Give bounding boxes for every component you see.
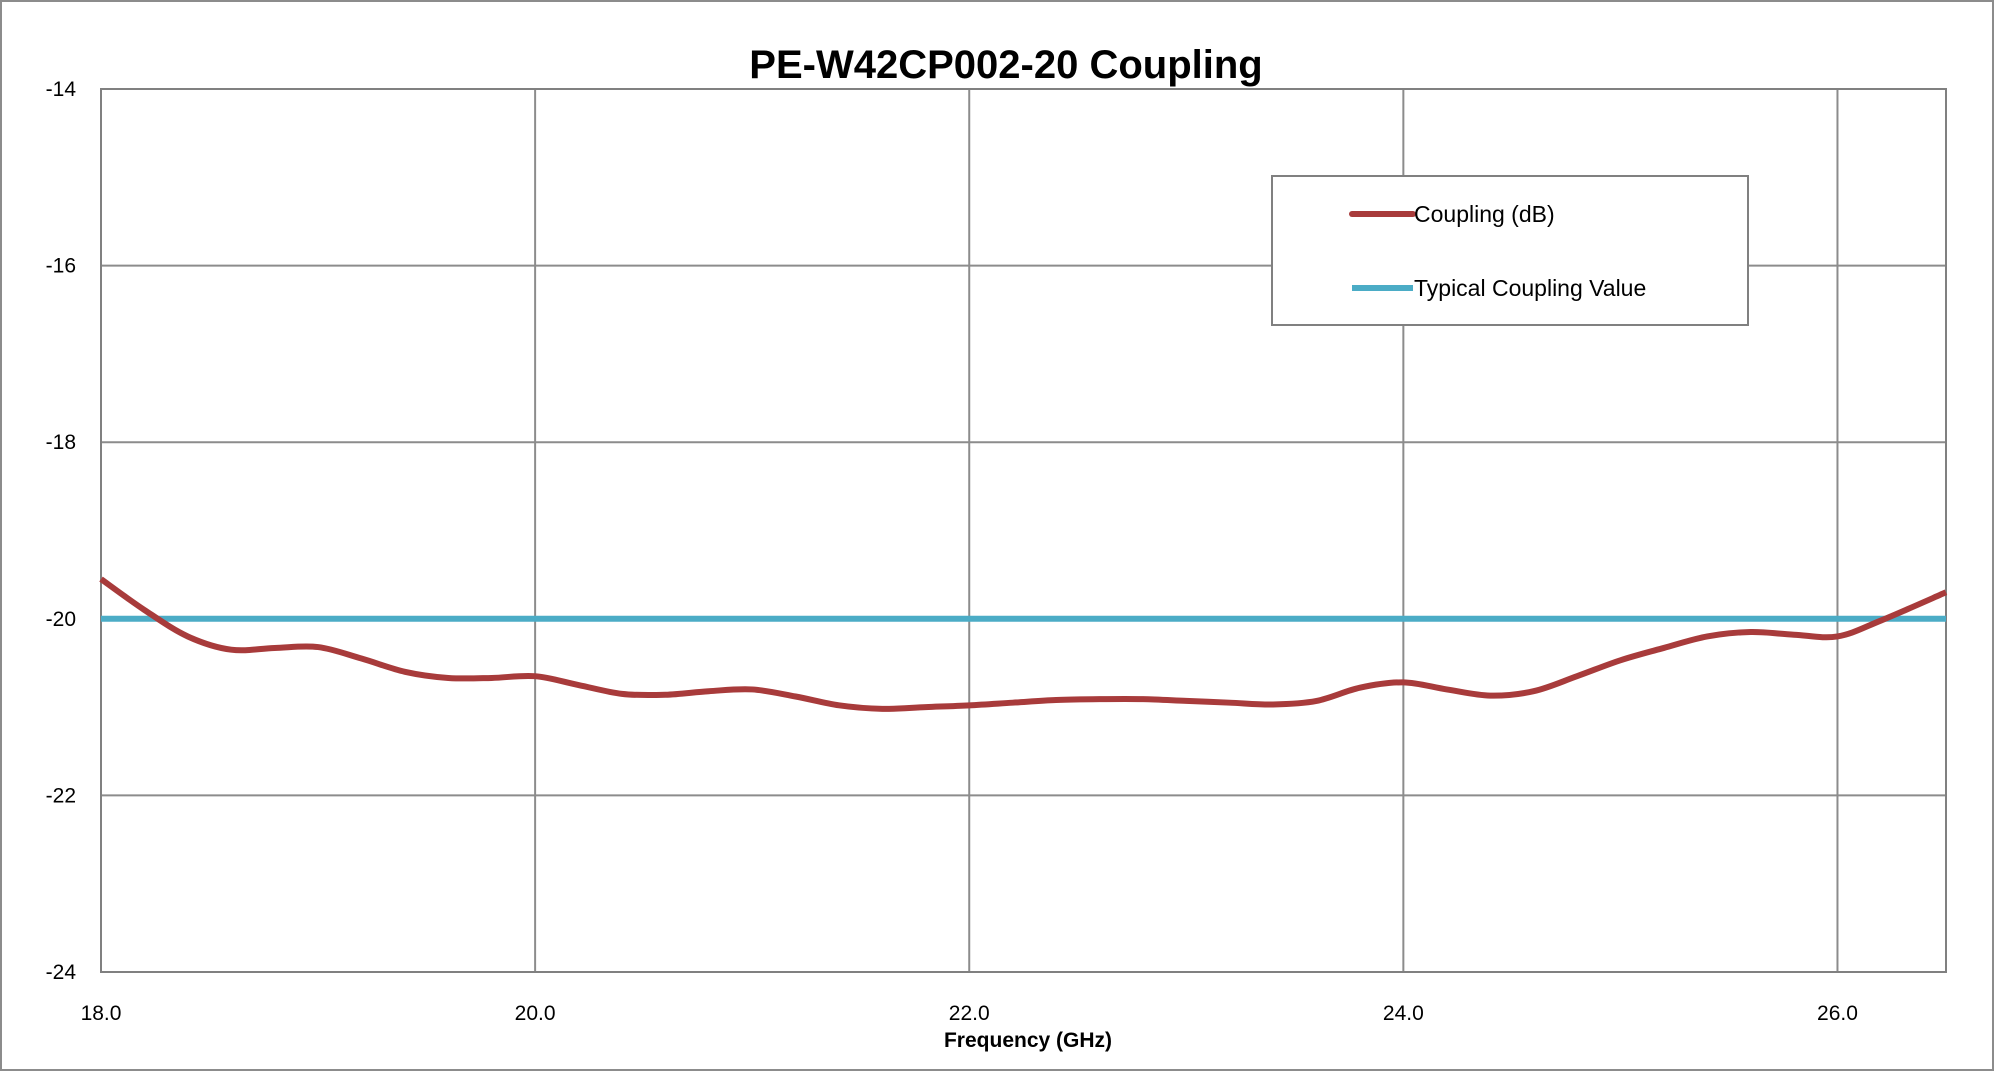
plot-area-frame <box>100 88 1947 973</box>
legend-label-coupling: Coupling (dB) <box>1414 201 1555 227</box>
x-tick-label: 26.0 <box>1817 1002 1858 1025</box>
chart-title: PE-W42CP002-20 Coupling <box>749 43 1262 87</box>
y-tick-labels: -14 -16 -18 -20 -22 -24 <box>46 78 77 984</box>
x-tick-label: 20.0 <box>515 1002 556 1025</box>
y-tick-label: -22 <box>46 784 76 807</box>
y-tick-label: -14 <box>46 78 77 101</box>
x-tick-label: 22.0 <box>949 1002 990 1025</box>
x-tick-label: 24.0 <box>1383 1002 1424 1025</box>
y-tick-label: -16 <box>46 255 76 278</box>
x-tick-label: 18.0 <box>81 1002 122 1025</box>
y-tick-label: -18 <box>46 431 76 454</box>
legend-box <box>1271 175 1749 326</box>
series-line-coupling <box>99 576 1948 712</box>
x-tick-labels: 18.0 20.0 22.0 24.0 26.0 <box>81 1002 1858 1025</box>
y-tick-label: -24 <box>46 961 77 984</box>
series-lines <box>99 576 1948 712</box>
legend-label-typical: Typical Coupling Value <box>1414 275 1646 301</box>
y-tick-label: -20 <box>46 608 76 631</box>
x-axis-label: Frequency (GHz) <box>944 1029 1112 1052</box>
legend: Coupling (dB) Typical Coupling Value <box>1271 175 1749 326</box>
